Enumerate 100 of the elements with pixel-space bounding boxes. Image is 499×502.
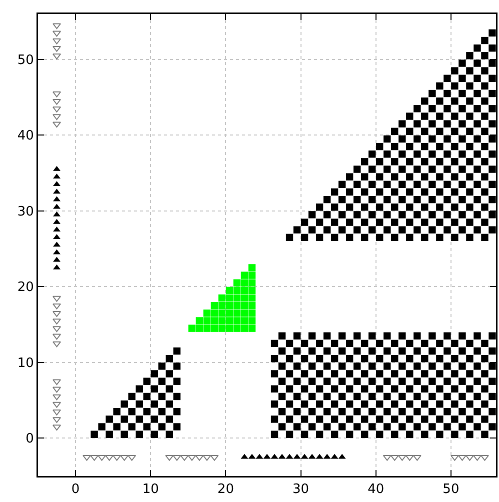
point — [248, 264, 256, 272]
point — [248, 310, 256, 317]
point — [52, 91, 62, 98]
point — [233, 279, 241, 286]
point — [203, 317, 211, 324]
y-tick-label: 10 — [17, 356, 34, 371]
point — [210, 310, 218, 317]
point — [52, 394, 62, 400]
x-tick-label: 50 — [442, 482, 460, 498]
point — [52, 326, 62, 332]
point — [52, 379, 62, 386]
point — [248, 302, 256, 310]
point — [188, 324, 196, 332]
point — [158, 423, 166, 430]
y-tick-label: 40 — [17, 128, 34, 144]
point — [240, 286, 248, 294]
point — [158, 392, 166, 400]
point — [233, 324, 241, 332]
point — [128, 423, 136, 430]
point — [218, 302, 226, 310]
point — [382, 454, 392, 461]
point — [180, 454, 189, 461]
point — [166, 416, 173, 423]
point — [158, 378, 166, 385]
point — [143, 408, 150, 416]
point — [233, 302, 241, 310]
point — [52, 341, 62, 348]
point — [240, 324, 248, 332]
point — [210, 317, 218, 324]
point — [166, 430, 173, 438]
point — [52, 303, 62, 310]
point — [240, 272, 248, 279]
point — [143, 378, 150, 385]
point — [233, 286, 241, 294]
point — [248, 272, 256, 279]
point — [52, 30, 62, 37]
point — [218, 294, 226, 302]
point — [173, 362, 180, 370]
point — [233, 310, 241, 317]
point — [226, 317, 234, 324]
point — [90, 454, 99, 461]
point — [173, 378, 180, 385]
x-tick-label: 30 — [292, 482, 310, 498]
point — [150, 430, 158, 438]
point — [218, 324, 226, 332]
point — [113, 423, 120, 430]
point — [398, 454, 406, 461]
y-tick-label: 50 — [17, 52, 34, 68]
x-tick-label: 0 — [71, 482, 80, 498]
point — [248, 294, 256, 302]
point — [233, 317, 241, 324]
point — [173, 347, 180, 355]
point — [218, 317, 226, 324]
point — [52, 98, 62, 105]
point — [52, 23, 62, 30]
point — [240, 279, 248, 286]
point — [166, 385, 173, 392]
point — [196, 324, 204, 332]
point — [82, 454, 92, 461]
point — [136, 416, 143, 423]
point — [165, 454, 174, 461]
point — [405, 454, 414, 461]
point — [226, 294, 234, 302]
point — [112, 454, 122, 461]
point — [202, 454, 212, 461]
point — [52, 296, 62, 302]
point — [390, 454, 399, 461]
point — [248, 286, 256, 294]
point — [166, 355, 173, 362]
point — [52, 424, 62, 431]
point — [226, 310, 234, 317]
point — [120, 416, 128, 423]
point — [248, 317, 256, 324]
point — [113, 408, 120, 416]
point — [233, 294, 241, 302]
point — [173, 423, 180, 430]
point — [188, 454, 196, 461]
point — [240, 294, 248, 302]
point — [52, 38, 62, 44]
point — [106, 430, 113, 438]
point — [240, 317, 248, 324]
point — [158, 408, 166, 416]
point — [196, 317, 204, 324]
point — [173, 408, 180, 416]
point — [52, 334, 62, 340]
point — [143, 423, 150, 430]
point — [226, 302, 234, 310]
y-tick-label: 0 — [26, 432, 34, 447]
point — [210, 302, 218, 310]
point — [150, 385, 158, 392]
x-tick-label: 20 — [217, 482, 234, 498]
point — [120, 400, 128, 408]
point — [480, 454, 489, 461]
point — [52, 409, 62, 416]
point — [166, 370, 173, 378]
point — [52, 122, 62, 128]
point — [136, 385, 143, 392]
point — [136, 400, 143, 408]
point — [458, 454, 466, 461]
point — [90, 430, 98, 438]
